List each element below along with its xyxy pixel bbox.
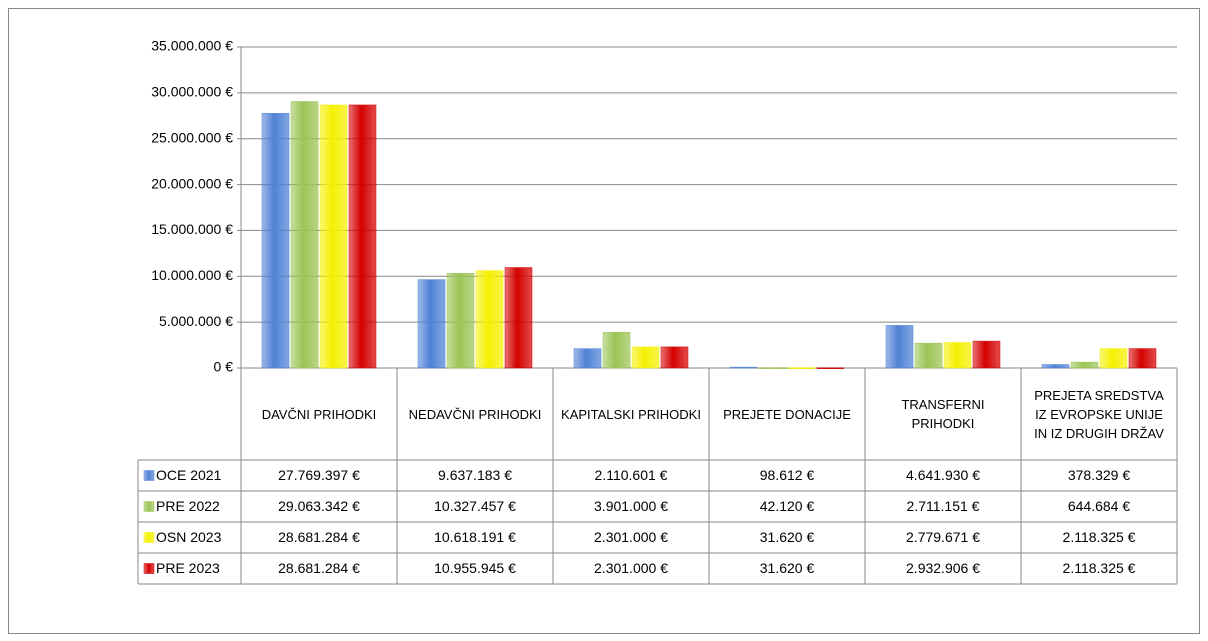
x-tick-label: PREJETE DONACIJE bbox=[723, 406, 851, 422]
y-tick-label: 25.000.000 € bbox=[151, 129, 233, 145]
table-cell: 3.901.000 € bbox=[594, 498, 668, 514]
table-cell: 2.301.000 € bbox=[594, 560, 668, 576]
legend-label: PRE 2022 bbox=[156, 498, 220, 514]
bar bbox=[475, 270, 504, 369]
category-label-box: PREJETE DONACIJE bbox=[723, 406, 851, 422]
table-cell: 28.681.284 € bbox=[278, 560, 360, 576]
table-cell: 2.110.601 € bbox=[595, 467, 668, 483]
legend-label: OCE 2021 bbox=[156, 467, 222, 483]
table-cell: 378.329 € bbox=[1068, 467, 1130, 483]
y-tick-label: 10.000.000 € bbox=[151, 267, 233, 283]
category-label-box: DAVČNI PRIHODKI bbox=[261, 406, 377, 422]
table-cell: 42.120 € bbox=[760, 498, 815, 514]
bar bbox=[417, 279, 446, 369]
bar bbox=[348, 104, 377, 369]
bar bbox=[504, 267, 533, 369]
table-cell: 4.641.930 € bbox=[906, 467, 980, 483]
table-cell: 2.301.000 € bbox=[594, 529, 668, 545]
category-label-box: NEDAVČNI PRIHODKI bbox=[408, 406, 542, 422]
y-tick-label: 30.000.000 € bbox=[151, 84, 233, 100]
bar bbox=[1041, 364, 1070, 369]
legend-swatch bbox=[143, 470, 155, 481]
x-tick-label: KAPITALSKI PRIHODKI bbox=[561, 406, 701, 422]
table-cell: 2.779.671 € bbox=[906, 529, 980, 545]
chart-frame bbox=[8, 8, 1200, 634]
legend-swatch bbox=[143, 563, 155, 574]
legend-swatch bbox=[143, 501, 155, 512]
table-cell: 2.118.325 € bbox=[1063, 560, 1136, 576]
category-label-box: KAPITALSKI PRIHODKI bbox=[561, 406, 701, 422]
bar bbox=[631, 346, 660, 369]
y-tick-label: 35.000.000 € bbox=[151, 38, 233, 54]
category-label-box: PREJETA SREDSTVA IZ EVROPSKE UNIJE IN IZ… bbox=[1034, 387, 1164, 441]
legend-label: OSN 2023 bbox=[156, 529, 222, 545]
legend-label: PRE 2023 bbox=[156, 560, 220, 576]
x-tick-label: PREJETA SREDSTVA IZ EVROPSKE UNIJE IN IZ… bbox=[1034, 387, 1164, 441]
bar bbox=[261, 113, 290, 369]
table-cell: 2.118.325 € bbox=[1063, 529, 1136, 545]
y-tick-label: 15.000.000 € bbox=[151, 221, 233, 237]
bar bbox=[319, 104, 348, 369]
table-cell: 31.620 € bbox=[760, 560, 815, 576]
table-cell: 644.684 € bbox=[1068, 498, 1130, 514]
bar bbox=[602, 331, 631, 369]
bar bbox=[573, 348, 602, 369]
y-tick-label: 0 € bbox=[214, 359, 234, 375]
bar bbox=[446, 273, 475, 369]
bar bbox=[729, 366, 758, 369]
y-tick-label: 5.000.000 € bbox=[159, 313, 233, 329]
bar bbox=[1128, 348, 1157, 369]
bar bbox=[758, 367, 787, 369]
table-cell: 29.063.342 € bbox=[278, 498, 360, 514]
table-cell: 2.932.906 € bbox=[906, 560, 980, 576]
x-tick-label: DAVČNI PRIHODKI bbox=[261, 406, 377, 422]
table-cell: 9.637.183 € bbox=[438, 467, 512, 483]
y-tick-label: 20.000.000 € bbox=[151, 175, 233, 191]
bar bbox=[914, 342, 943, 369]
bar bbox=[885, 325, 914, 369]
table-cell: 10.955.945 € bbox=[434, 560, 516, 576]
bar bbox=[660, 346, 689, 369]
bar bbox=[943, 342, 972, 369]
category-label-box: TRANSFERNI PRIHODKI bbox=[901, 397, 985, 431]
x-tick-label: TRANSFERNI PRIHODKI bbox=[901, 397, 985, 431]
bar bbox=[816, 367, 845, 369]
bar bbox=[1099, 348, 1128, 369]
bar bbox=[787, 367, 816, 369]
table-cell: 2.711.151 € bbox=[907, 498, 980, 514]
legend-swatch bbox=[143, 532, 155, 543]
x-tick-label: NEDAVČNI PRIHODKI bbox=[408, 406, 542, 422]
table-cell: 27.769.397 € bbox=[278, 467, 360, 483]
bar bbox=[972, 340, 1001, 369]
table-cell: 10.327.457 € bbox=[434, 498, 516, 514]
table-cell: 98.612 € bbox=[760, 467, 815, 483]
table-cell: 28.681.284 € bbox=[278, 529, 360, 545]
bar bbox=[1070, 361, 1099, 369]
bar bbox=[290, 101, 319, 369]
table-cell: 10.618.191 € bbox=[434, 529, 516, 545]
table-cell: 31.620 € bbox=[760, 529, 815, 545]
